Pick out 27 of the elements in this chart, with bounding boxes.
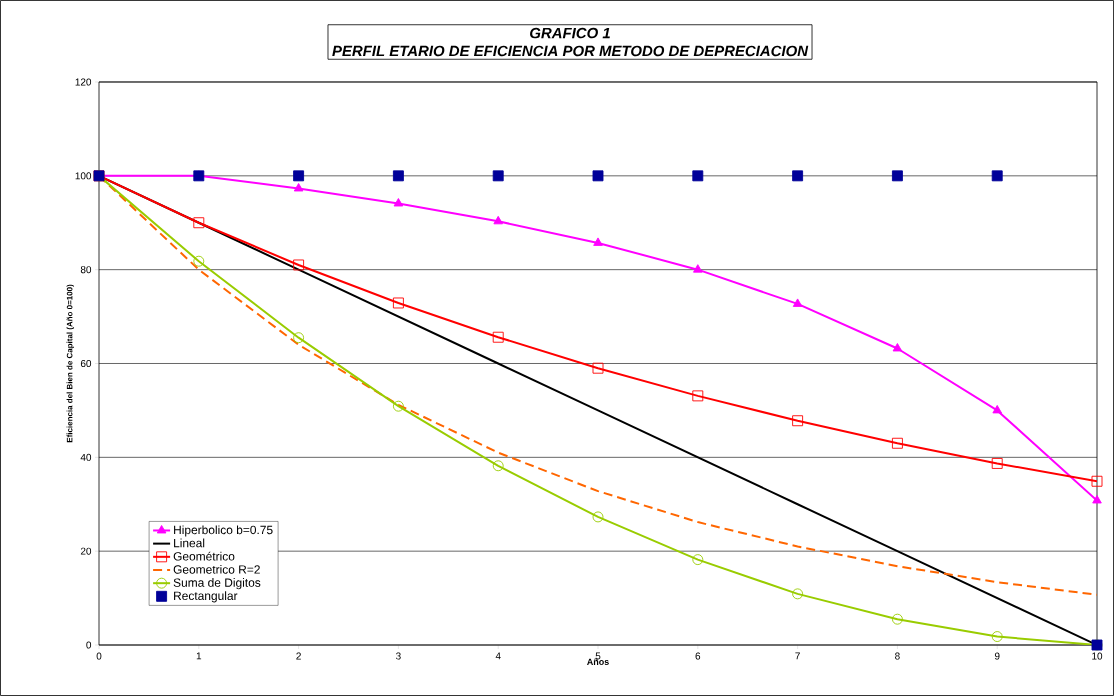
y-tick-label: 100 — [75, 172, 92, 180]
y-tick-label: 60 — [80, 359, 92, 368]
legend-label: Lineal — [174, 538, 205, 548]
y-tick-label: 120 — [75, 78, 92, 86]
legend-label: Geométrico — [173, 551, 235, 561]
x-tick-label: 10 — [1092, 652, 1103, 660]
y-tick-label: 20 — [80, 547, 92, 555]
x-tick-label: 7 — [795, 652, 800, 660]
x-tick-label: 4 — [495, 652, 501, 660]
y-tick-label: 0 — [86, 641, 92, 649]
x-tick-label: 3 — [396, 652, 401, 660]
x-axis-title: Años — [587, 658, 609, 665]
x-tick-label: 2 — [296, 652, 301, 660]
y-tick-label: 40 — [80, 453, 92, 461]
chart-subtitle: PERFIL ETARIO DE EFICIENCIA POR METODO DE DEPRECIACION — [332, 45, 809, 57]
legend-label: Hiperbolico b=0.75 — [174, 525, 273, 537]
y-tick-label: 80 — [80, 266, 92, 274]
x-tick-label: 0 — [96, 652, 102, 660]
x-tick-label: 1 — [196, 652, 202, 660]
x-tick-label: 5 — [595, 652, 601, 660]
x-tick-label: 9 — [994, 652, 1000, 660]
legend-label: Geometrico R=2 — [173, 564, 260, 574]
legend-label: Rectangular — [174, 591, 238, 603]
legend-label: Suma de Digitos — [173, 578, 261, 590]
chart-title: GRAFICO 1 — [530, 27, 610, 39]
x-tick-label: 8 — [895, 652, 900, 660]
x-tick-label: 6 — [695, 652, 701, 660]
